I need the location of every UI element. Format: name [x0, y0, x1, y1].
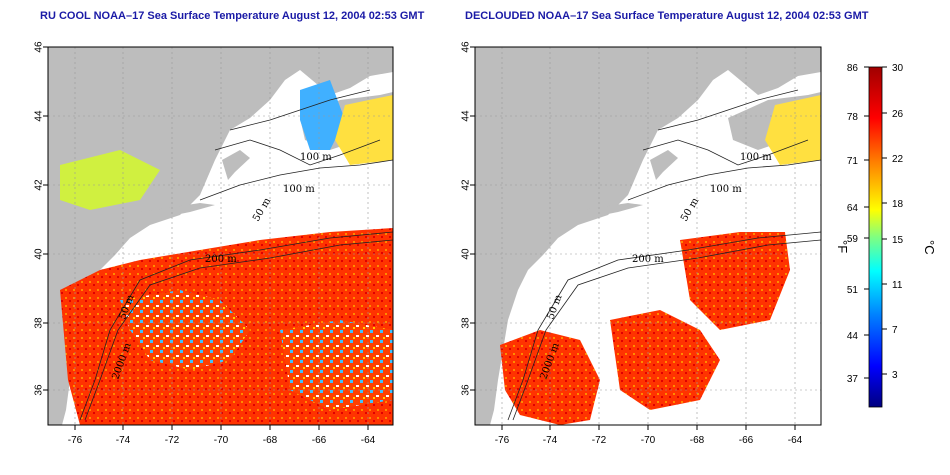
- x-tick-label: -74: [543, 435, 558, 446]
- fahrenheit-tick-label: 51: [847, 285, 859, 296]
- fahrenheit-label: °F: [835, 240, 850, 253]
- fahrenheit-tick-label: 37: [847, 374, 859, 385]
- x-tick-label: -66: [312, 435, 327, 446]
- left-land: [48, 47, 393, 425]
- y-tick-label: 46: [34, 41, 45, 53]
- celsius-tick-label: 22: [892, 154, 904, 165]
- x-tick-label: -72: [592, 435, 607, 446]
- y-tick-label: 42: [34, 179, 45, 191]
- right-map: 100 m 100 m 50 m 200 m 50 m 2000 m: [475, 47, 821, 425]
- y-tick-label: 36: [461, 384, 472, 396]
- left-isobath-label-4: 200 m: [205, 254, 237, 265]
- fahrenheit-tick-label: 78: [847, 112, 859, 123]
- fahrenheit-tick-label: 86: [847, 63, 859, 74]
- left-mixed-cloud: [120, 290, 250, 370]
- left-gom-cold: [300, 80, 345, 150]
- celsius-tick-label: 18: [892, 199, 904, 210]
- right-land: [475, 47, 821, 425]
- y-tick-label: 38: [34, 317, 45, 329]
- left-isobath-label-1: 100 m: [300, 152, 332, 163]
- right-isobaths: [507, 89, 821, 421]
- y-tick-label: 46: [461, 41, 472, 53]
- left-mixed-cloud-2: [280, 320, 393, 410]
- left-panel-title: RU COOL NOAA–17 Sea Surface Temperature …: [40, 10, 425, 22]
- left-isobaths: [79, 89, 393, 421]
- colorbar-ticks: 86 78 71 64 59 51 44 37 30 26 22 18 15 11 7 3: [847, 63, 904, 385]
- x-tick-label: -76: [68, 435, 83, 446]
- left-map: 100 m 100 m 50 m 200 m 50 m 2000 m: [48, 47, 393, 425]
- celsius-tick-label: 11: [892, 280, 903, 291]
- y-tick-label: 44: [461, 110, 472, 122]
- y-tick-label: 44: [34, 110, 45, 122]
- celsius-tick-label: 15: [892, 235, 904, 246]
- right-long-island: [568, 203, 643, 220]
- x-tick-label: -76: [495, 435, 510, 446]
- celsius-tick-label: 26: [892, 109, 904, 120]
- celsius-label: °C: [922, 240, 937, 255]
- left-long-island: [140, 203, 215, 220]
- y-tick-label: 40: [461, 248, 472, 260]
- right-isobath-label-4: 200 m: [632, 254, 664, 265]
- left-shelf-yellow: [60, 150, 160, 210]
- right-gom-yellow: [765, 95, 821, 165]
- right-grid: [475, 47, 821, 425]
- y-tick-label: 40: [34, 248, 45, 260]
- fahrenheit-tick-label: 59: [847, 234, 859, 245]
- x-tick-label: -68: [690, 435, 705, 446]
- x-tick-label: -70: [214, 435, 229, 446]
- fahrenheit-tick-label: 64: [847, 203, 859, 214]
- x-tick-label: -64: [361, 435, 376, 446]
- x-tick-label: -72: [165, 435, 180, 446]
- right-isobath-label-1: 100 m: [740, 152, 772, 163]
- left-gom-yellow: [335, 95, 393, 165]
- right-cape-cod: [650, 150, 678, 180]
- x-tick-label: -66: [739, 435, 754, 446]
- celsius-tick-label: 3: [892, 370, 898, 381]
- fahrenheit-tick-label: 44: [847, 331, 859, 342]
- axes: -76 -74 -72 -70 -68 -66 -64 36 38 40 42 44 46 -76 -74 -…: [34, 41, 803, 446]
- right-isobath-label-2: 100 m: [710, 184, 742, 195]
- left-cape-cod: [222, 150, 250, 180]
- right-warm-mid: [610, 310, 720, 410]
- x-tick-label: -74: [116, 435, 131, 446]
- celsius-tick-label: 30: [892, 63, 904, 74]
- x-tick-label: -64: [788, 435, 803, 446]
- y-tick-label: 36: [34, 384, 45, 396]
- right-panel-title: DECLOUDED NOAA–17 Sea Surface Temperatur…: [465, 10, 869, 22]
- celsius-tick-label: 7: [892, 325, 898, 336]
- x-tick-label: -70: [641, 435, 656, 446]
- fahrenheit-tick-label: 71: [847, 156, 859, 167]
- x-tick-label: -68: [263, 435, 278, 446]
- left-isobath-label-2: 100 m: [283, 184, 315, 195]
- y-tick-label: 42: [461, 179, 472, 191]
- y-tick-label: 38: [461, 317, 472, 329]
- colorbar: [868, 66, 883, 408]
- left-grid: [48, 47, 393, 425]
